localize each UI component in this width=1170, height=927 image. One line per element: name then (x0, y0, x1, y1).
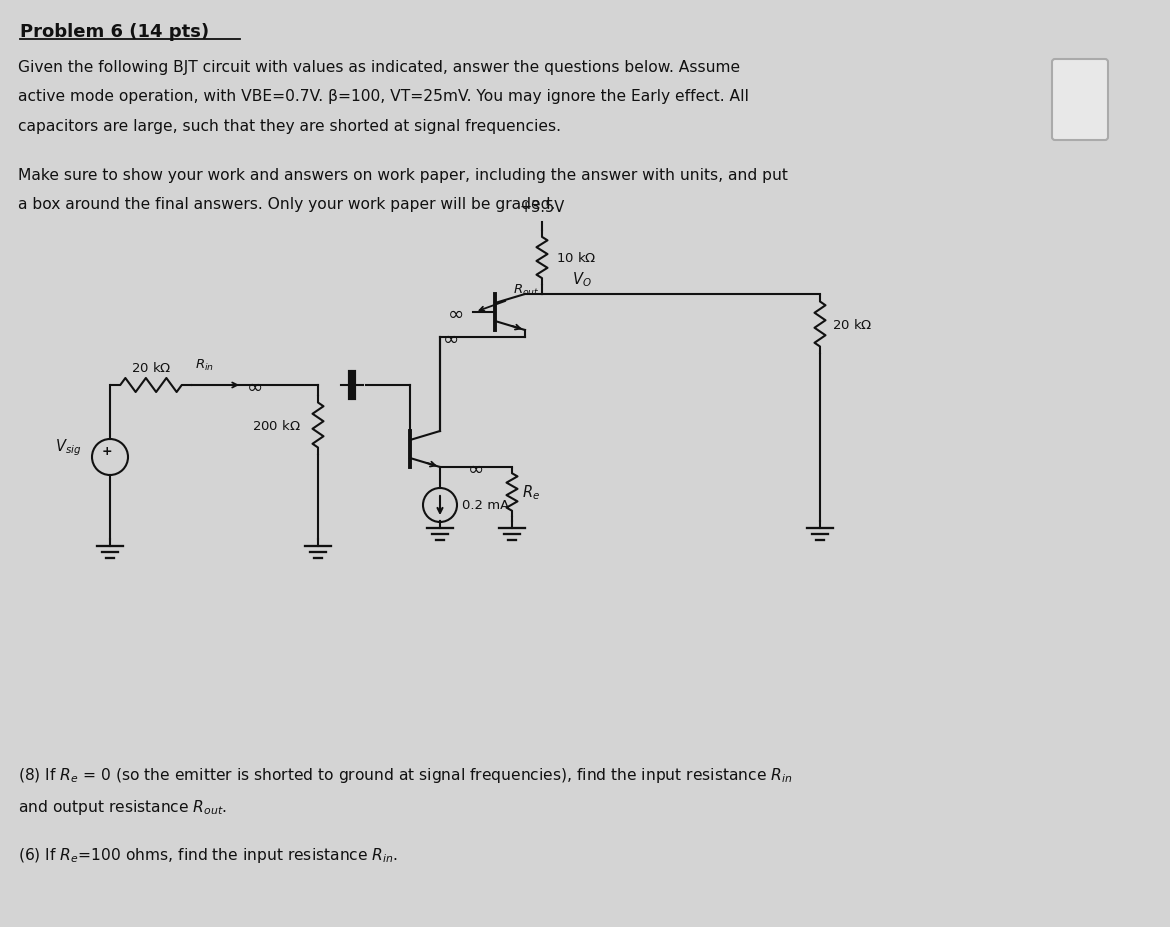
Text: +3.5V: +3.5V (519, 200, 565, 215)
Text: 200 k$\Omega$: 200 k$\Omega$ (252, 419, 301, 433)
Text: Given the following BJT circuit with values as indicated, answer the questions b: Given the following BJT circuit with val… (18, 60, 741, 75)
Text: $\infty$: $\infty$ (447, 303, 463, 323)
FancyBboxPatch shape (1052, 60, 1108, 141)
Text: (8) If $R_e$ = 0 (so the emitter is shorted to ground at signal frequencies), fi: (8) If $R_e$ = 0 (so the emitter is shor… (18, 765, 792, 784)
Text: and output resistance $R_{out}$.: and output resistance $R_{out}$. (18, 797, 227, 816)
Text: capacitors are large, such that they are shorted at signal frequencies.: capacitors are large, such that they are… (18, 119, 560, 133)
Text: 10 k$\Omega$: 10 k$\Omega$ (556, 251, 597, 265)
Text: (6) If $R_e$=100 ohms, find the input resistance $R_{in}$.: (6) If $R_e$=100 ohms, find the input re… (18, 845, 398, 864)
Text: $\infty$: $\infty$ (442, 328, 459, 347)
Text: +: + (102, 445, 112, 458)
Text: 20 k$\Omega$: 20 k$\Omega$ (131, 361, 171, 375)
Text: 0.2 mA: 0.2 mA (462, 499, 509, 512)
Text: $V_O$: $V_O$ (572, 270, 592, 288)
Text: Make sure to show your work and answers on work paper, including the answer with: Make sure to show your work and answers … (18, 168, 787, 183)
Text: a box around the final answers. Only your work paper will be graded.: a box around the final answers. Only you… (18, 197, 556, 212)
Text: $V_{sig}$: $V_{sig}$ (55, 438, 81, 458)
Text: 20 k$\Omega$: 20 k$\Omega$ (832, 318, 873, 332)
Text: active mode operation, with VBE=0.7V. β=100, VT=25mV. You may ignore the Early e: active mode operation, with VBE=0.7V. β=… (18, 89, 749, 105)
Text: $R_e$: $R_e$ (522, 483, 541, 502)
Text: Problem 6 (14 pts): Problem 6 (14 pts) (20, 23, 209, 41)
Text: $\infty$: $\infty$ (246, 376, 262, 395)
Text: $R_{out}$: $R_{out}$ (512, 283, 539, 298)
Text: $R_{in}$: $R_{in}$ (195, 358, 214, 373)
Text: $\infty$: $\infty$ (467, 458, 483, 477)
